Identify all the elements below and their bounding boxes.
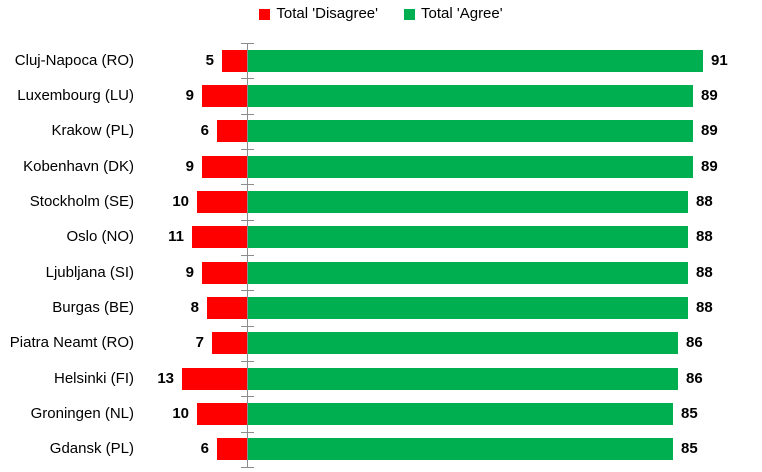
disagree-bar — [202, 262, 247, 284]
axis-tick — [241, 114, 254, 115]
disagree-value-label: 6 — [200, 440, 209, 457]
axis-tick — [241, 78, 254, 79]
agree-value-label: 85 — [681, 440, 698, 457]
agree-value-label: 88 — [696, 264, 713, 281]
agree-bar — [248, 156, 693, 178]
agree-value-label: 91 — [711, 52, 728, 69]
disagree-swatch-icon — [259, 8, 271, 20]
agree-bar — [248, 403, 673, 425]
disagree-bar — [197, 191, 247, 213]
disagree-value-label: 10 — [172, 193, 189, 210]
disagree-value-label: 7 — [195, 334, 204, 351]
category-label: Burgas (BE) — [52, 299, 134, 316]
category-label: Piatra Neamt (RO) — [9, 334, 134, 351]
category-label: Luxembourg (LU) — [17, 87, 134, 104]
agree-bar — [248, 297, 688, 319]
agree-value-label: 89 — [701, 122, 718, 139]
disagree-bar — [197, 403, 247, 425]
category-axis-line — [247, 43, 248, 467]
axis-tick — [241, 326, 254, 327]
disagree-value-label: 9 — [185, 264, 194, 281]
category-label: Gdansk (PL) — [49, 440, 134, 457]
axis-tick — [241, 43, 254, 44]
agree-value-label: 89 — [701, 158, 718, 175]
axis-tick — [241, 361, 254, 362]
category-label: Groningen (NL) — [30, 405, 134, 422]
agree-value-label: 86 — [686, 370, 703, 387]
agree-value-label: 85 — [681, 405, 698, 422]
category-label: Helsinki (FI) — [53, 370, 134, 387]
agree-bar — [248, 191, 688, 213]
axis-tick — [241, 184, 254, 185]
disagree-bar — [222, 50, 247, 72]
disagree-value-label: 5 — [205, 52, 214, 69]
disagree-bar — [192, 226, 247, 248]
agree-value-label: 89 — [701, 87, 718, 104]
category-label: Krakow (PL) — [51, 122, 134, 139]
category-label: Ljubljana (SI) — [45, 264, 134, 281]
disagree-value-label: 8 — [190, 299, 199, 316]
agree-value-label: 86 — [686, 334, 703, 351]
agree-value-label: 88 — [696, 228, 713, 245]
disagree-bar — [207, 297, 247, 319]
disagree-bar — [217, 438, 247, 460]
agree-bar — [248, 332, 678, 354]
legend-item-agree: Total 'Agree' — [404, 4, 503, 24]
category-label: Cluj-Napoca (RO) — [14, 52, 134, 69]
disagree-value-label: 11 — [168, 228, 184, 245]
axis-tick — [241, 467, 254, 468]
axis-tick — [241, 220, 254, 221]
disagree-bar — [202, 85, 247, 107]
agree-bar — [248, 226, 688, 248]
disagree-bar — [212, 332, 247, 354]
axis-tick — [241, 396, 254, 397]
disagree-value-label: 6 — [200, 122, 209, 139]
agree-bar — [248, 120, 693, 142]
category-label: Stockholm (SE) — [29, 193, 134, 210]
disagree-value-label: 13 — [157, 370, 174, 387]
agree-value-label: 88 — [696, 299, 713, 316]
legend: Total 'Disagree' Total 'Agree' — [0, 4, 762, 24]
legend-label-disagree: Total 'Disagree' — [276, 5, 378, 22]
disagree-value-label: 10 — [172, 405, 189, 422]
legend-label-agree: Total 'Agree' — [421, 5, 503, 22]
category-label: Oslo (NO) — [66, 228, 135, 245]
agree-bar — [248, 368, 678, 390]
disagree-bar — [202, 156, 247, 178]
axis-tick — [241, 432, 254, 433]
legend-item-disagree: Total 'Disagree' — [259, 4, 378, 24]
agree-bar — [248, 50, 703, 72]
agree-bar — [248, 438, 673, 460]
disagree-bar — [182, 368, 247, 390]
axis-tick — [241, 255, 254, 256]
disagree-bar — [217, 120, 247, 142]
category-label: Kobenhavn (DK) — [23, 158, 134, 175]
disagree-value-label: 9 — [185, 87, 194, 104]
axis-tick — [241, 290, 254, 291]
disagree-value-label: 9 — [185, 158, 194, 175]
agree-swatch-icon — [404, 8, 415, 20]
agree-value-label: 88 — [696, 193, 713, 210]
agree-bar — [248, 262, 688, 284]
axis-tick — [241, 149, 254, 150]
agree-bar — [248, 85, 693, 107]
